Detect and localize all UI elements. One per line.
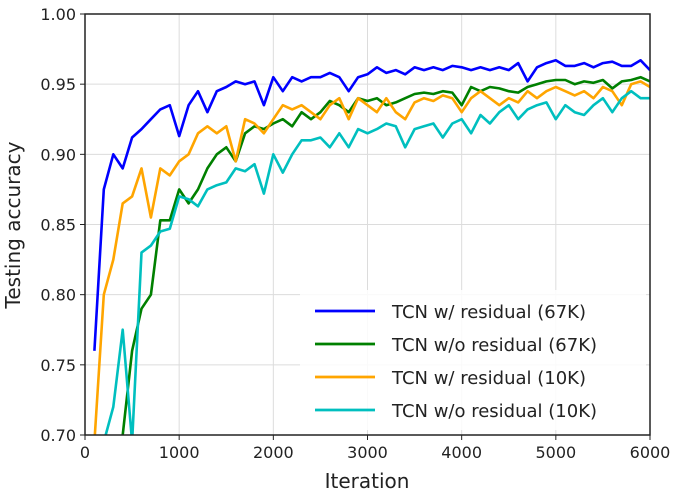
x-tick-label: 6000 xyxy=(630,443,671,462)
y-axis-label: Testing accuracy xyxy=(1,141,25,309)
x-tick-label: 5000 xyxy=(535,443,576,462)
series-line-1 xyxy=(120,75,650,435)
y-tick-label: 0.80 xyxy=(40,286,76,305)
x-tick-label: 1000 xyxy=(159,443,200,462)
ticks: 0 1000 2000 3000 4000 5000 6000 0.70 0.75 0.80 0.8… xyxy=(40,5,670,462)
y-tick-label: 0.95 xyxy=(40,75,76,94)
y-tick-label: 0.85 xyxy=(40,216,76,235)
x-tick-label: 3000 xyxy=(347,443,388,462)
legend-label: TCN w/o residual (67K) xyxy=(391,335,597,356)
legend-label: TCN w/ residual (10K) xyxy=(391,368,586,389)
y-tick-label: 0.90 xyxy=(40,145,76,164)
series-line-0 xyxy=(93,58,650,351)
x-tick-label: 2000 xyxy=(253,443,294,462)
x-tick-label: 0 xyxy=(80,443,90,462)
legend-label: TCN w/ residual (67K) xyxy=(391,302,586,323)
legend: TCN w/ residual (67K) TCN w/o residual (6… xyxy=(300,290,646,430)
y-tick-label: 1.00 xyxy=(40,5,76,24)
series-line-3 xyxy=(104,89,650,435)
series-line-2 xyxy=(93,80,650,435)
y-tick-label: 0.70 xyxy=(40,426,76,445)
y-tick-label: 0.75 xyxy=(40,356,76,375)
x-tick-label: 4000 xyxy=(441,443,482,462)
series-lines xyxy=(93,58,650,435)
legend-label: TCN w/o residual (10K) xyxy=(391,401,597,422)
legend-box xyxy=(300,290,646,430)
x-axis-label: Iteration xyxy=(325,469,410,493)
